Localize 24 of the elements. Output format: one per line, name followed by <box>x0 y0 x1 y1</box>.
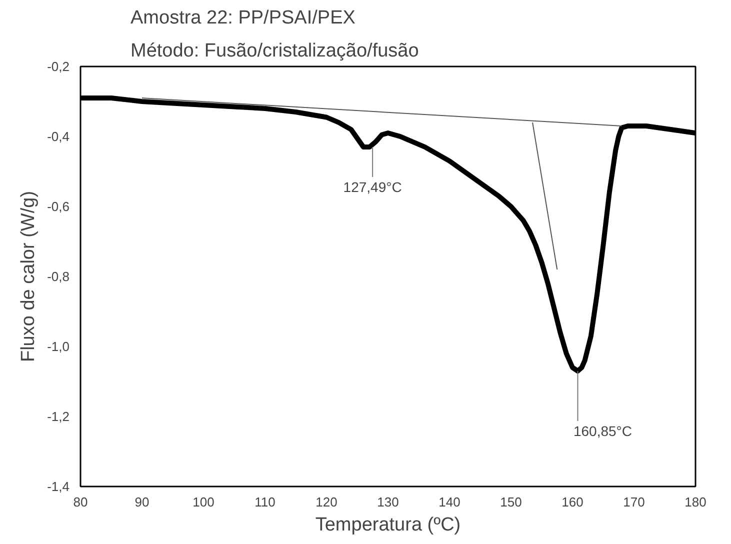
x-tick-label: 170 <box>623 494 645 510</box>
x-tick-label: 80 <box>73 494 88 510</box>
y-tick-label: -1,2 <box>47 409 70 424</box>
x-tick-label: 110 <box>254 494 276 510</box>
annotation: 160,85°C <box>573 423 632 439</box>
y-axis-title: Fluxo de calor (W/g) <box>18 190 40 362</box>
y-tick-label: -1,4 <box>47 479 70 494</box>
x-tick-label: 140 <box>438 494 460 510</box>
y-tick-label: -0,6 <box>47 199 70 214</box>
chart-title: Amostra 22: PP/PSAI/PEX <box>130 8 356 28</box>
x-tick-label: 130 <box>377 494 399 510</box>
x-tick-label: 100 <box>192 494 214 510</box>
x-tick-label: 160 <box>562 494 584 510</box>
x-tick-label: 120 <box>316 494 338 510</box>
y-tick-label: -0,2 <box>47 59 70 74</box>
x-tick-label: 90 <box>134 494 150 510</box>
chart-subtitle: Método: Fusão/cristalização/fusão <box>130 40 419 62</box>
y-tick-label: -1,0 <box>47 339 70 354</box>
x-tick-label: 180 <box>684 494 706 510</box>
x-axis-title: Temperatura (ºC) <box>315 514 461 536</box>
x-tick-label: 150 <box>500 494 522 510</box>
y-tick-label: -0,4 <box>47 129 70 144</box>
y-tick-label: -0,8 <box>47 269 70 284</box>
annotation: 127,49°C <box>343 179 402 195</box>
